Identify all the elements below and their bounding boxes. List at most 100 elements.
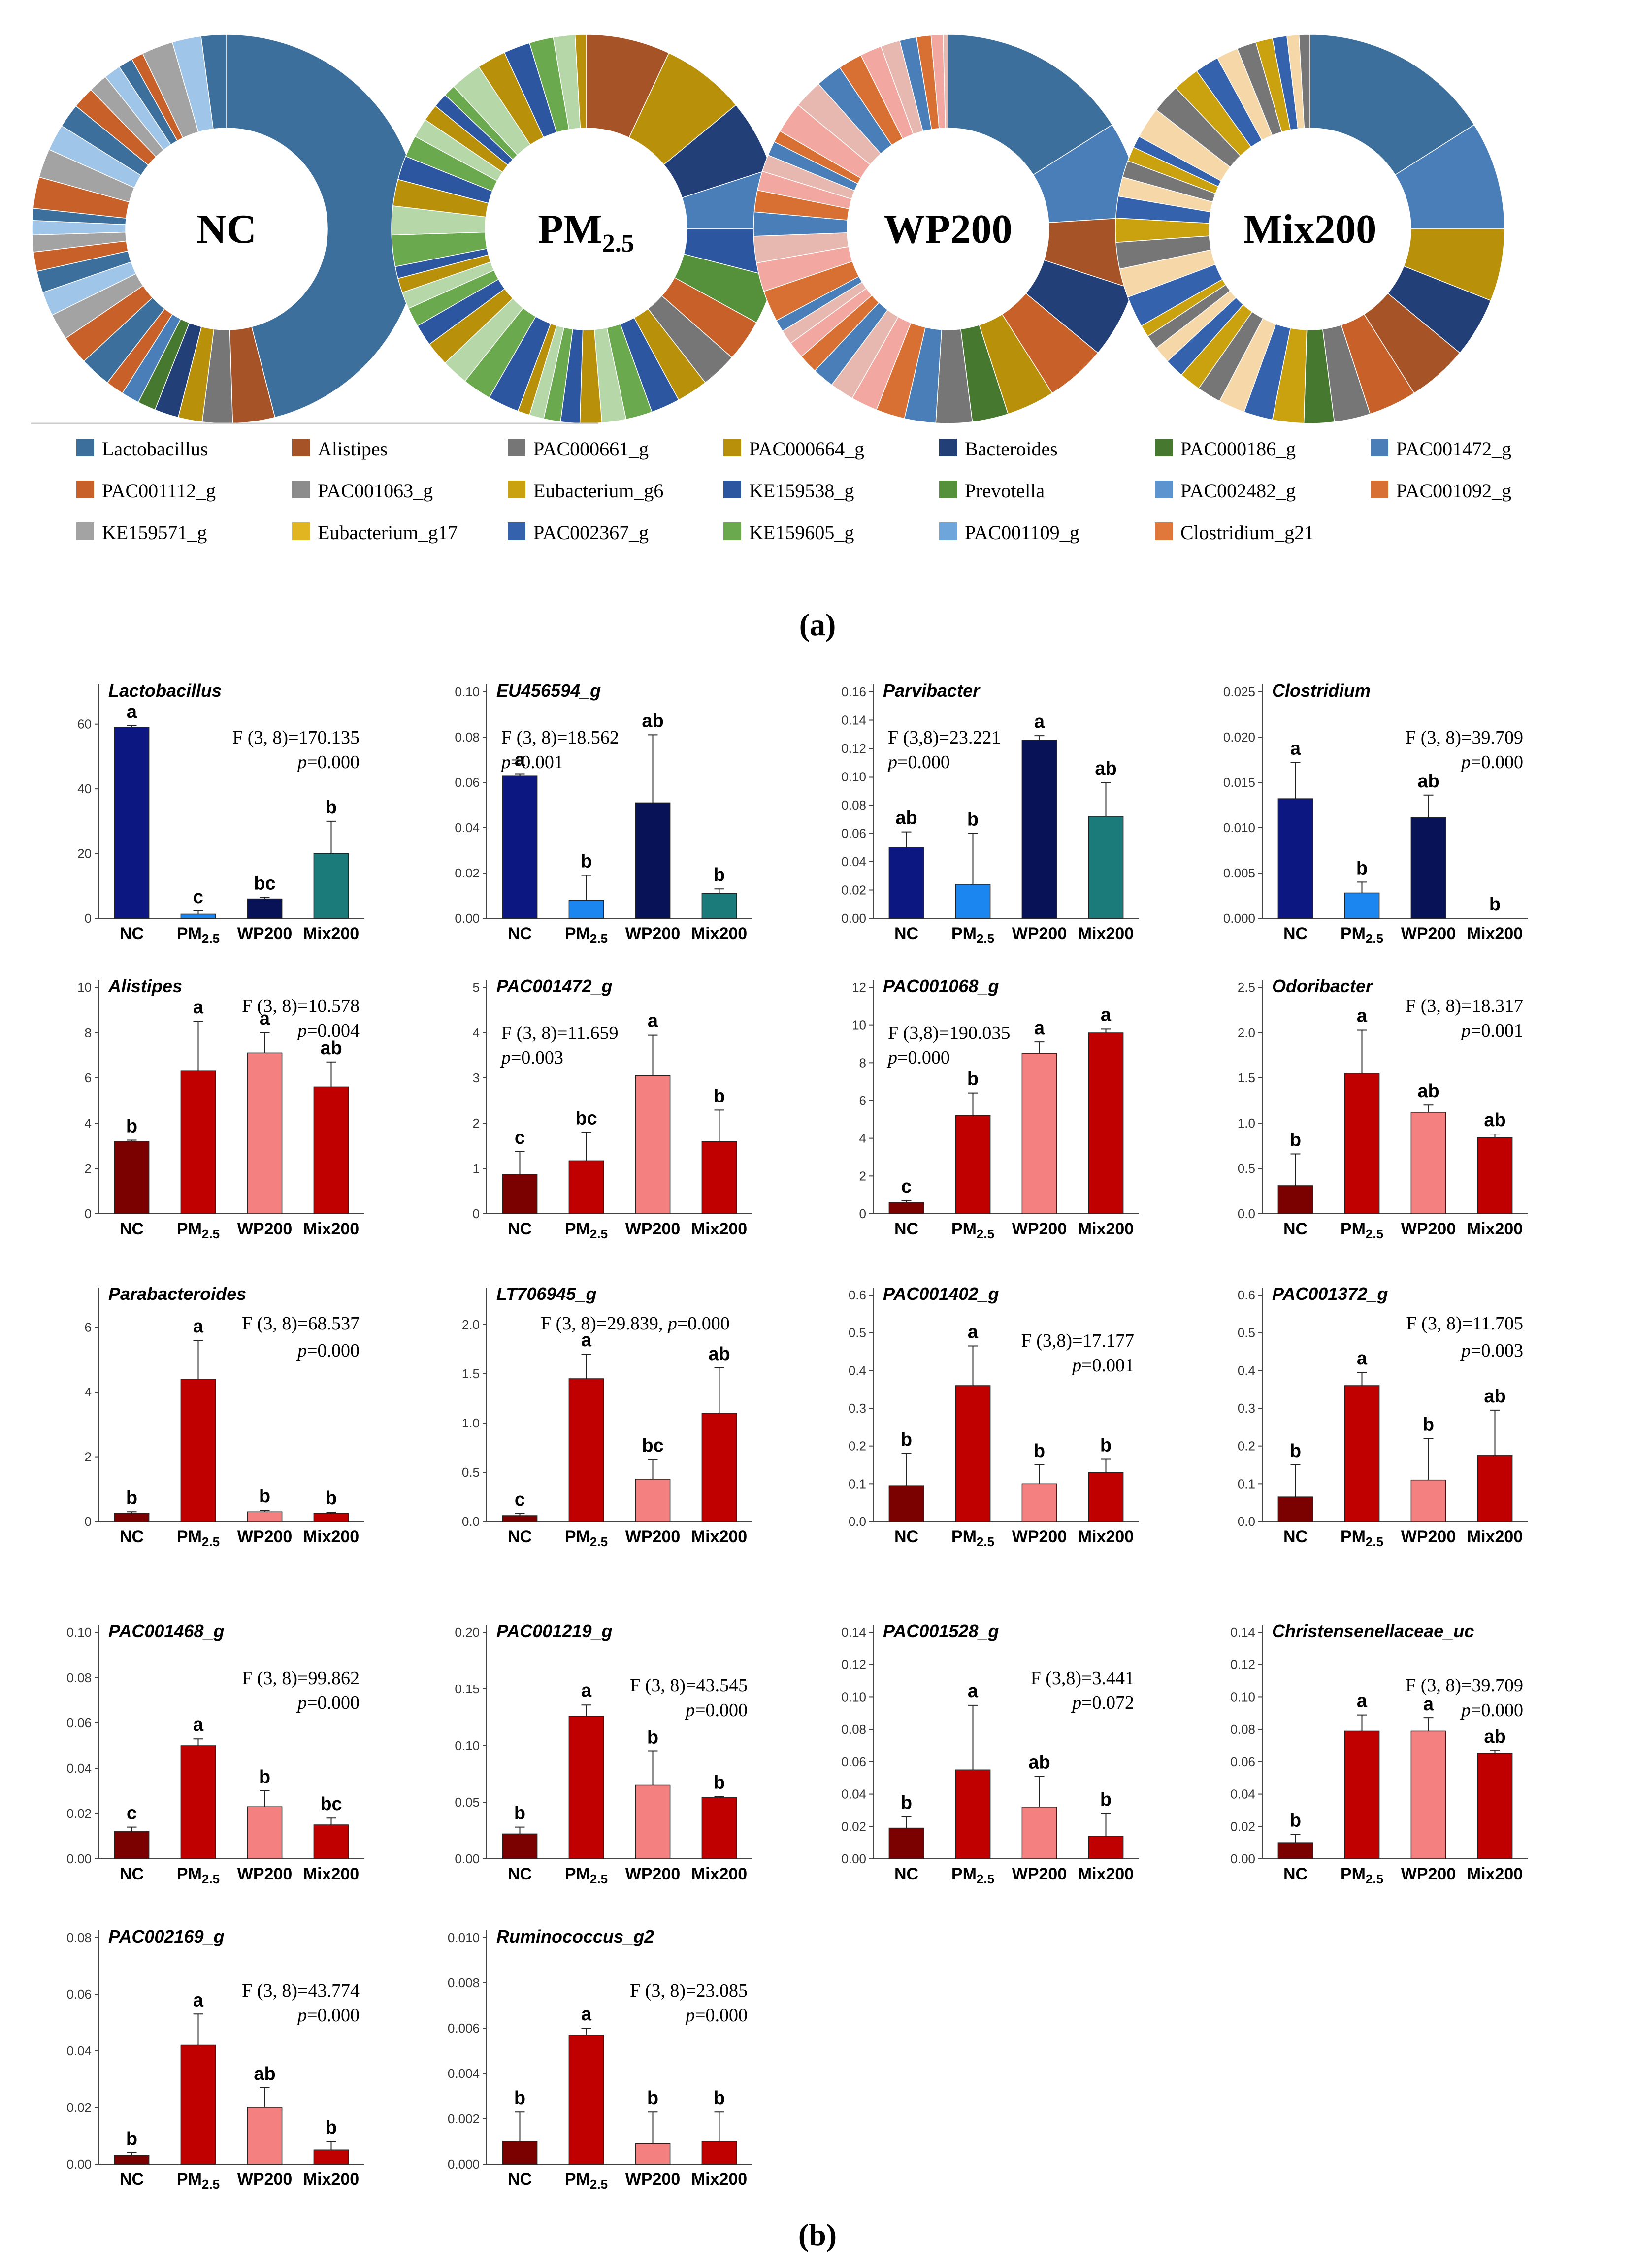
x-tick-label: NC [1283, 1865, 1308, 1883]
significance-letter: b [714, 1086, 725, 1106]
y-tick-label: 0.00 [455, 1851, 480, 1866]
y-tick-label: 4 [85, 1116, 92, 1131]
chart-title: PAC001472_g [496, 976, 612, 996]
bar [701, 893, 737, 919]
bar [502, 775, 538, 919]
significance-letter: b [514, 2088, 525, 2108]
bar [502, 1515, 538, 1522]
bar [888, 1485, 924, 1522]
bar [635, 1479, 671, 1522]
stat-p: p=0.000 [886, 1047, 950, 1068]
y-tick-label: 0.02 [1230, 1819, 1255, 1834]
x-tick-label: PM2.5 [1341, 1865, 1383, 1886]
bar [568, 1378, 604, 1522]
x-tick-label: NC [120, 2170, 144, 2189]
bar-chart-pac001472_g: 0 1 2 3 4 5 c NC bc PM2.5 a WP200 b Mix200 PAC001472_g… [473, 976, 752, 1241]
legend-swatch [723, 481, 741, 498]
significance-letter: ab [320, 1038, 342, 1059]
y-tick-label: 0.08 [66, 1930, 92, 1945]
x-tick-label: WP200 [625, 924, 681, 943]
y-tick-label: 0.04 [455, 820, 480, 835]
bar-chart-parabacteroides: 0 2 4 6 b NC a PM2.5 b WP200 b Mix200 Parabacteroide… [85, 1284, 364, 1549]
y-tick-label: 40 [77, 781, 92, 796]
legend-label: PAC000186_g [1180, 438, 1296, 460]
x-tick-label: Mix200 [1467, 1527, 1523, 1546]
stat-p: p=0.000 [296, 752, 360, 773]
y-tick-label: 0.0 [849, 1514, 866, 1529]
bar [1344, 892, 1380, 919]
bar-charts: 0204060aNCcPM2.5bcWP200bMix200Lactobacil… [66, 680, 1528, 2192]
y-tick-label: 0.00 [841, 1851, 866, 1866]
bar-chart-odoribacter: 0.0 0.5 1.0 1.5 2.0 2.5 b NC a PM2.5 ab WP200 ab Mix2… [1238, 976, 1528, 1241]
x-tick-label: NC [120, 1220, 144, 1238]
y-tick-label: 0.04 [66, 2043, 92, 2058]
significance-letter: c [193, 887, 203, 907]
legend-label: PAC002482_g [1180, 480, 1296, 502]
bar-chart-pac001402_g: 0.0 0.1 0.2 0.3 0.4 0.5 0.6 b NC a PM2.5 b WP200 b Mix… [849, 1284, 1139, 1549]
y-tick-label: 1.0 [462, 1416, 480, 1430]
bar-chart-pac001468_g: 0.00 0.02 0.04 0.06 0.08 0.10 c NC a PM2.5 b WP200 b… [66, 1621, 364, 1886]
chart-title: PAC001372_g [1272, 1284, 1388, 1304]
significance-letter: b [901, 1793, 912, 1814]
significance-letter: b [901, 1429, 912, 1450]
y-tick-label: 0.3 [849, 1401, 866, 1416]
legend-swatch [76, 522, 94, 540]
panel-b-label: (b) [798, 2217, 837, 2252]
stat-p: p=0.000 [296, 1340, 360, 1361]
significance-letter: b [714, 1773, 725, 1793]
bar [180, 913, 216, 919]
stat-p: p=0.000 [296, 1692, 360, 1713]
y-tick-label: 0.08 [841, 798, 866, 812]
y-tick-label: 0.005 [1223, 866, 1255, 880]
stat-f: F (3, 8)=11.659 [501, 1023, 618, 1043]
y-tick-label: 6 [85, 1070, 92, 1085]
x-tick-label: PM2.5 [951, 1220, 994, 1241]
y-tick-label: 0.15 [455, 1682, 480, 1696]
x-tick-label: NC [508, 1865, 532, 1883]
y-tick-label: 6 [859, 1093, 866, 1108]
stat-f: F (3, 8)=99.862 [242, 1668, 360, 1688]
y-tick-label: 0.10 [841, 770, 866, 784]
x-tick-label: Mix200 [1078, 924, 1134, 943]
legend-entry: KE159538_g [723, 480, 854, 502]
x-tick-label: WP200 [1012, 1527, 1067, 1546]
significance-letter: bc [575, 1108, 597, 1129]
stat-p: p=0.000 [684, 1700, 748, 1720]
donut-center-label: PM2.5 [538, 206, 634, 258]
significance-letter: ab [1417, 1081, 1439, 1102]
legend-label: PAC001092_g [1396, 480, 1511, 502]
legend-label: PAC000661_g [533, 438, 649, 460]
y-tick-label: 0.06 [841, 1754, 866, 1769]
bar-chart-alistipes: 0 2 4 6 8 10 b NC a PM2.5 a WP200 ab Mix200 Alistipes F… [77, 976, 364, 1241]
legend-entry: Lactobacillus [76, 438, 208, 460]
legend-entry: PAC000186_g [1155, 438, 1296, 460]
y-tick-label: 4 [473, 1025, 480, 1040]
significance-letter: a [193, 1990, 204, 2010]
bar [313, 1824, 349, 1859]
significance-letter: a [1357, 1005, 1368, 1026]
y-tick-label: 0.008 [448, 1976, 480, 1990]
bar [888, 847, 924, 919]
bar [114, 1141, 150, 1214]
significance-letter: c [515, 1490, 525, 1510]
y-tick-label: 0.0 [1238, 1514, 1255, 1529]
significance-letter: b [326, 797, 337, 818]
bar [1021, 1053, 1057, 1214]
y-tick-label: 1.5 [1238, 1070, 1255, 1085]
y-tick-label: 0.0 [462, 1514, 480, 1529]
x-tick-label: NC [1283, 1220, 1308, 1238]
x-tick-label: PM2.5 [177, 2170, 220, 2192]
stat-f: F (3, 8)=39.709 [1406, 1675, 1523, 1696]
y-tick-label: 0.14 [1230, 1625, 1255, 1640]
x-tick-label: WP200 [625, 1527, 681, 1546]
y-tick-label: 0.3 [1238, 1401, 1255, 1416]
y-tick-label: 4 [85, 1385, 92, 1399]
y-tick-label: 0.6 [1238, 1288, 1255, 1302]
x-tick-label: NC [894, 1527, 918, 1546]
bar [114, 727, 150, 919]
bar [701, 1413, 737, 1522]
bar [1410, 817, 1446, 919]
donut-slice [1309, 34, 1475, 176]
bar [1088, 1836, 1124, 1859]
x-tick-label: NC [1283, 924, 1308, 943]
